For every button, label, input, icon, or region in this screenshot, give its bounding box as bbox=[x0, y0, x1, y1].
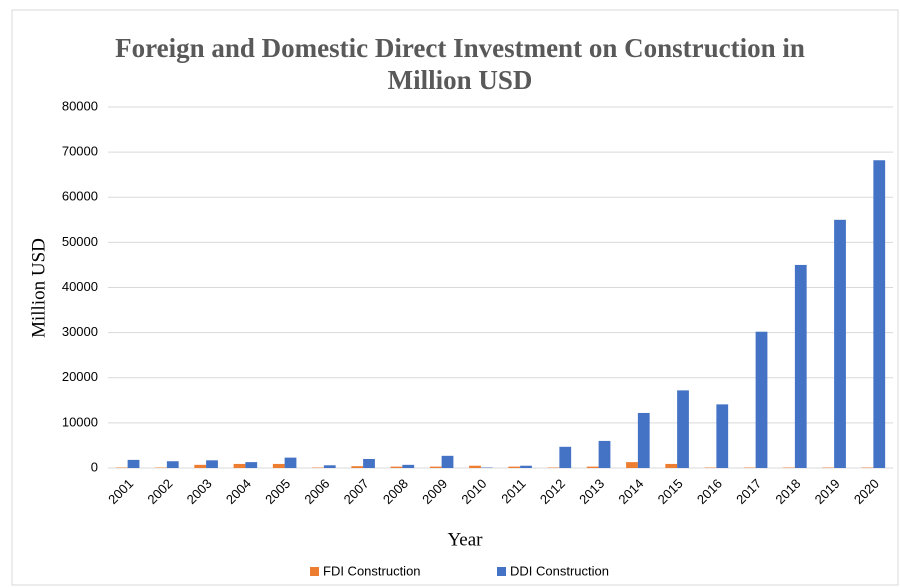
y-tick-label: 80000 bbox=[62, 98, 98, 113]
legend-label: DDI Construction bbox=[510, 563, 609, 578]
bar bbox=[284, 457, 297, 468]
bar bbox=[441, 455, 454, 468]
x-tick-label: 2012 bbox=[537, 476, 568, 507]
legend-label: FDI Construction bbox=[323, 563, 421, 578]
bar bbox=[755, 331, 768, 468]
bar bbox=[206, 460, 218, 468]
chart-border bbox=[11, 9, 899, 586]
x-tick-label: 2013 bbox=[576, 476, 607, 507]
y-tick-label: 30000 bbox=[62, 324, 98, 339]
legend-swatch bbox=[497, 567, 506, 576]
y-axis-label: Million USD bbox=[28, 238, 49, 338]
x-tick-label: 2009 bbox=[419, 476, 450, 507]
bar bbox=[834, 219, 846, 468]
x-tick-label: 2010 bbox=[458, 476, 489, 507]
bar bbox=[194, 464, 207, 468]
y-tick-label: 60000 bbox=[62, 189, 98, 204]
x-tick-label: 2014 bbox=[615, 476, 646, 507]
x-tick-label: 2002 bbox=[144, 476, 175, 507]
x-tick-label: 2005 bbox=[262, 476, 293, 507]
bar bbox=[363, 458, 375, 468]
x-tick-label: 2015 bbox=[655, 476, 686, 507]
y-tick-label: 20000 bbox=[62, 369, 98, 384]
y-tick-label: 10000 bbox=[62, 414, 98, 429]
bar bbox=[272, 463, 285, 468]
bar bbox=[245, 462, 258, 468]
x-tick-label: 2017 bbox=[733, 476, 764, 507]
bar bbox=[665, 463, 678, 468]
legend-swatch bbox=[310, 567, 319, 576]
bar bbox=[390, 466, 403, 468]
bar bbox=[559, 446, 572, 468]
x-tick-label: 2016 bbox=[694, 476, 725, 507]
x-tick-label: 2007 bbox=[341, 476, 372, 507]
bar bbox=[520, 465, 532, 468]
bar bbox=[429, 466, 442, 468]
x-tick-label: 2019 bbox=[812, 476, 843, 507]
x-tick-label: 2001 bbox=[105, 476, 136, 507]
y-tick-label: 40000 bbox=[62, 279, 98, 294]
bar bbox=[586, 466, 599, 468]
bar bbox=[233, 463, 246, 468]
bar bbox=[127, 459, 140, 468]
x-axis-label: Year bbox=[447, 529, 483, 550]
bar bbox=[166, 461, 179, 468]
bar bbox=[351, 466, 364, 468]
bar bbox=[716, 404, 729, 468]
y-tick-label: 0 bbox=[91, 459, 98, 474]
bar bbox=[323, 465, 336, 468]
y-tick-label: 70000 bbox=[62, 144, 98, 159]
x-tick-label: 2003 bbox=[184, 476, 215, 507]
bar bbox=[598, 440, 611, 468]
bar bbox=[469, 465, 481, 468]
chart-title: Foreign and Domestic Direct Investment o… bbox=[115, 33, 805, 95]
x-tick-label: 2004 bbox=[223, 476, 254, 507]
x-tick-label: 2008 bbox=[380, 476, 411, 507]
bar bbox=[626, 462, 638, 468]
x-tick-label: 2018 bbox=[772, 476, 803, 507]
bar bbox=[637, 412, 650, 468]
bar bbox=[677, 390, 689, 468]
y-tick-label: 50000 bbox=[62, 234, 98, 249]
bar bbox=[402, 464, 415, 468]
x-tick-label: 2006 bbox=[301, 476, 332, 507]
x-tick-label: 2020 bbox=[851, 476, 882, 507]
bar bbox=[873, 160, 886, 468]
bar bbox=[508, 466, 521, 468]
bar bbox=[794, 264, 807, 468]
x-tick-label: 2011 bbox=[498, 476, 528, 506]
